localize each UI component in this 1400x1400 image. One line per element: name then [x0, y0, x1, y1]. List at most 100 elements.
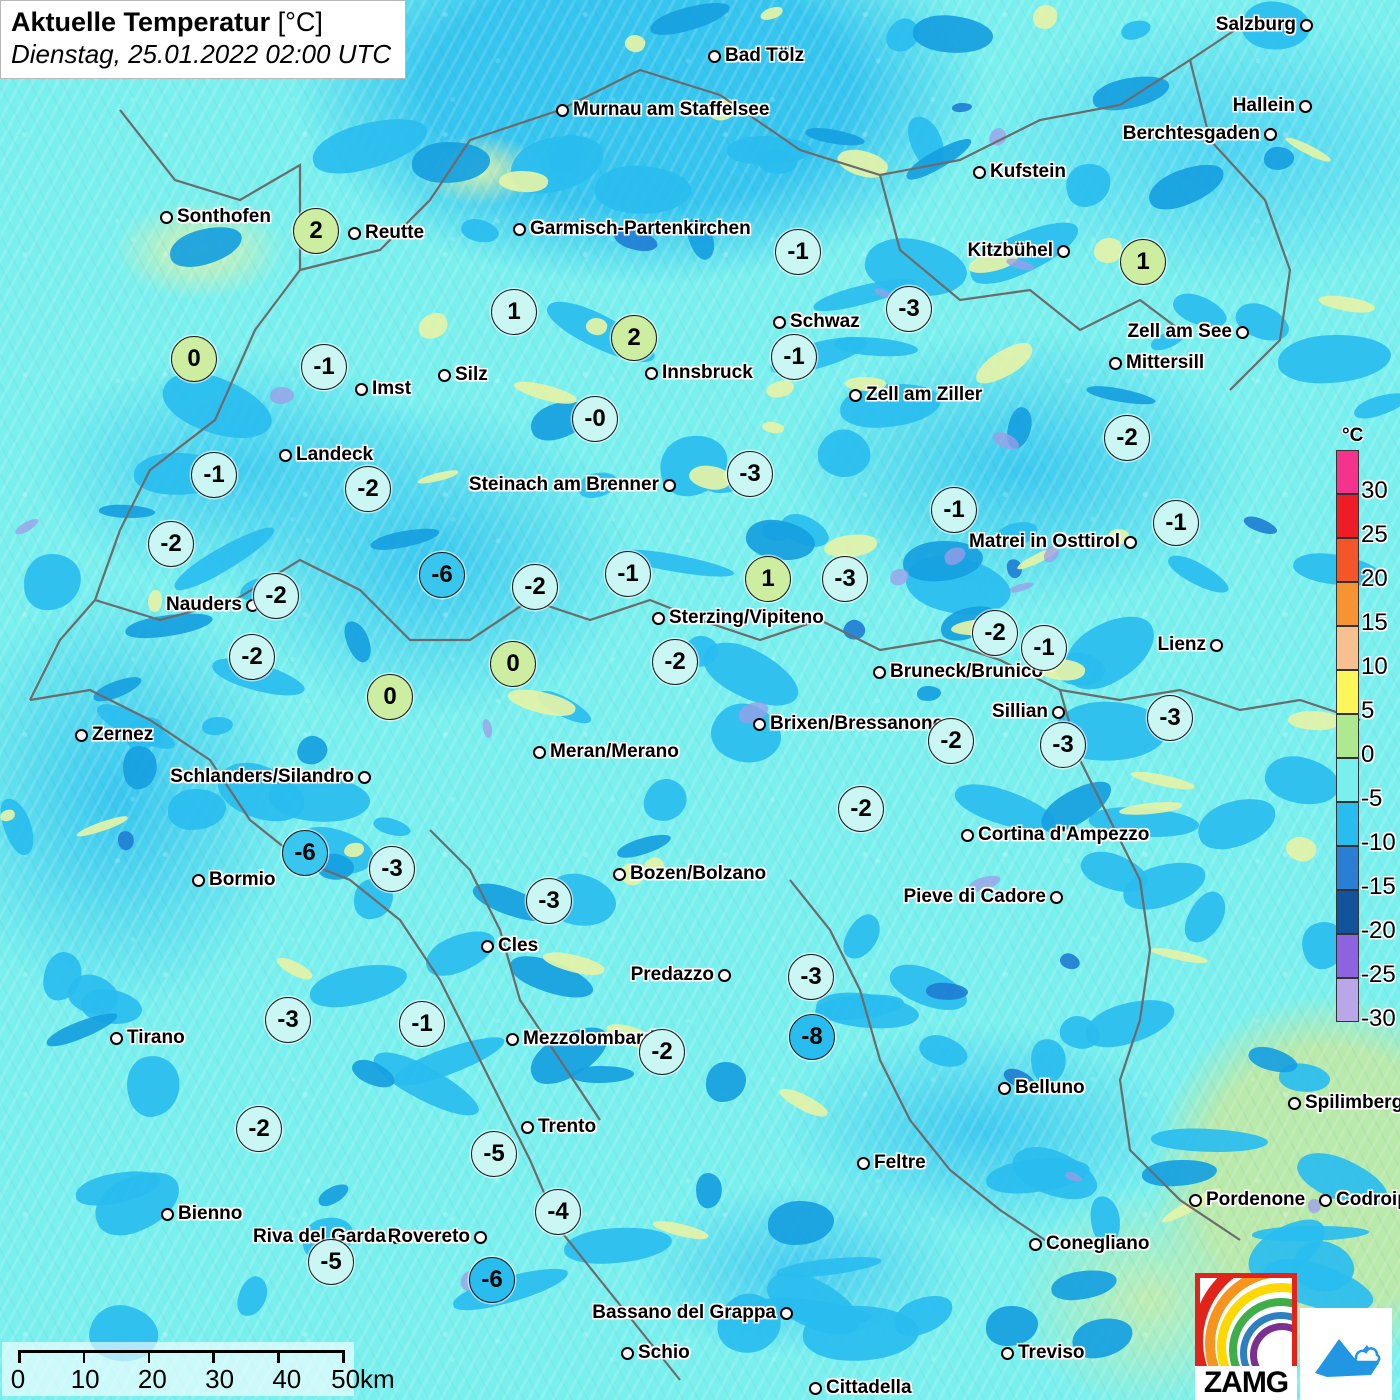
station-value[interactable]: -3 [1040, 722, 1086, 768]
station-value[interactable]: -1 [399, 1001, 445, 1047]
station-value[interactable]: -2 [236, 1106, 282, 1152]
city-marker-icon [1001, 1346, 1014, 1360]
station-value[interactable]: -0 [572, 396, 618, 442]
station-value[interactable]: -3 [788, 954, 834, 1000]
scale-tick-mark [277, 1350, 280, 1363]
city-name: Murnau am Staffelsee [573, 99, 770, 120]
city-marker-icon [1210, 638, 1223, 652]
city-name: Schwaz [790, 311, 860, 332]
city-label: Bad Tölz [708, 45, 804, 67]
city-label: Kufstein [973, 161, 1066, 183]
station-value[interactable]: 1 [745, 556, 791, 602]
city-label: Bormio [192, 869, 276, 891]
legend-swatch [1336, 978, 1359, 1022]
city-marker-icon [533, 745, 546, 759]
station-value[interactable]: -3 [526, 878, 572, 924]
city-name: Sonthofen [177, 206, 271, 227]
city-name: Mezzolombardo [523, 1028, 667, 1049]
city-marker-icon [481, 939, 494, 953]
city-marker-icon [358, 770, 371, 784]
city-label: Bruneck/Brunico [873, 661, 1043, 683]
station-value[interactable]: -3 [886, 286, 932, 332]
station-value[interactable]: -1 [301, 344, 347, 390]
city-name: Berchtesgaden [1122, 123, 1260, 144]
station-value[interactable]: -6 [469, 1257, 515, 1303]
city-label: Zell am Ziller [849, 384, 982, 406]
station-value[interactable]: -1 [1153, 500, 1199, 546]
legend-swatch [1336, 934, 1359, 978]
color-legend: °C 30 25 20 15 10 5 0 -5 [1336, 425, 1396, 1031]
station-value[interactable]: 0 [490, 641, 536, 687]
city-name: Pordenone [1206, 1189, 1306, 1210]
station-value[interactable]: -2 [512, 564, 558, 610]
city-name: Lienz [1157, 634, 1206, 655]
station-value[interactable]: -1 [771, 334, 817, 380]
station-value[interactable]: -6 [419, 552, 465, 598]
city-marker-icon [474, 1230, 487, 1244]
scale-bar-ruler [18, 1350, 345, 1364]
city-label: Zell am See [1127, 321, 1249, 343]
city-marker-icon [1050, 890, 1063, 904]
station-value[interactable]: -2 [652, 639, 698, 685]
station-value[interactable]: -2 [972, 610, 1018, 656]
station-value[interactable]: -2 [253, 573, 299, 619]
city-marker-icon [1124, 535, 1137, 549]
legend-row: -10 [1336, 802, 1396, 855]
city-name: Riva del Garda [252, 1226, 386, 1247]
city-marker-icon [355, 382, 368, 396]
station-value[interactable]: -1 [775, 229, 821, 275]
city-name: Mittersill [1126, 352, 1205, 373]
city-label: Imst [355, 378, 411, 400]
station-value[interactable]: -5 [471, 1131, 517, 1177]
station-value[interactable]: -3 [727, 451, 773, 497]
station-value[interactable]: 1 [1120, 239, 1166, 285]
station-value[interactable]: 1 [491, 289, 537, 335]
city-marker-icon [161, 1207, 174, 1221]
city-name: Salzburg [1215, 14, 1296, 35]
station-value[interactable]: -3 [1147, 695, 1193, 741]
station-value[interactable]: -3 [265, 997, 311, 1043]
legend-tick-label: -25 [1361, 961, 1396, 988]
station-value[interactable]: -3 [369, 846, 415, 892]
city-label: Predazzo [631, 964, 731, 986]
city-marker-icon [390, 1230, 403, 1244]
city-marker-icon [1109, 356, 1122, 370]
city-name: Bassano del Grappa [592, 1302, 776, 1323]
station-value[interactable]: -8 [789, 1014, 835, 1060]
station-value[interactable]: -1 [191, 452, 237, 498]
city-name: Nauders [165, 594, 242, 615]
city-name: Schio [638, 1342, 690, 1363]
station-value[interactable]: -1 [1021, 625, 1067, 671]
scale-bar-line [18, 1350, 342, 1353]
station-value[interactable]: 2 [293, 208, 339, 254]
city-name: Cles [498, 935, 539, 956]
station-value[interactable]: 0 [367, 674, 413, 720]
station-value[interactable]: -2 [639, 1029, 685, 1075]
station-value[interactable]: -2 [229, 634, 275, 680]
legend-row: 5 [1336, 670, 1392, 723]
station-value[interactable]: -5 [308, 1239, 354, 1285]
station-value[interactable]: 0 [171, 336, 217, 382]
station-value[interactable]: -2 [345, 466, 391, 512]
station-value[interactable]: -6 [282, 830, 328, 876]
station-value[interactable]: -1 [931, 487, 977, 533]
city-label: Codroipo [1319, 1189, 1400, 1211]
station-value[interactable]: -1 [605, 551, 651, 597]
station-value[interactable]: -2 [148, 521, 194, 567]
station-value[interactable]: -2 [1104, 415, 1150, 461]
city-marker-icon [873, 665, 886, 679]
city-label: Cles [481, 935, 538, 957]
station-value[interactable]: -4 [535, 1189, 581, 1235]
legend-tick-label: -5 [1361, 785, 1383, 812]
legend-swatch [1336, 450, 1359, 494]
station-value[interactable]: -3 [822, 556, 868, 602]
city-marker-icon [1029, 1237, 1042, 1251]
station-value[interactable]: -2 [928, 718, 974, 764]
station-value[interactable]: -2 [838, 786, 884, 832]
city-label: Sonthofen [160, 206, 271, 228]
city-name: Imst [372, 378, 412, 399]
city-name: Kitzbühel [967, 240, 1054, 261]
city-label: Conegliano [1029, 1233, 1149, 1255]
city-name: Bormio [209, 869, 276, 890]
station-value[interactable]: 2 [611, 315, 657, 361]
